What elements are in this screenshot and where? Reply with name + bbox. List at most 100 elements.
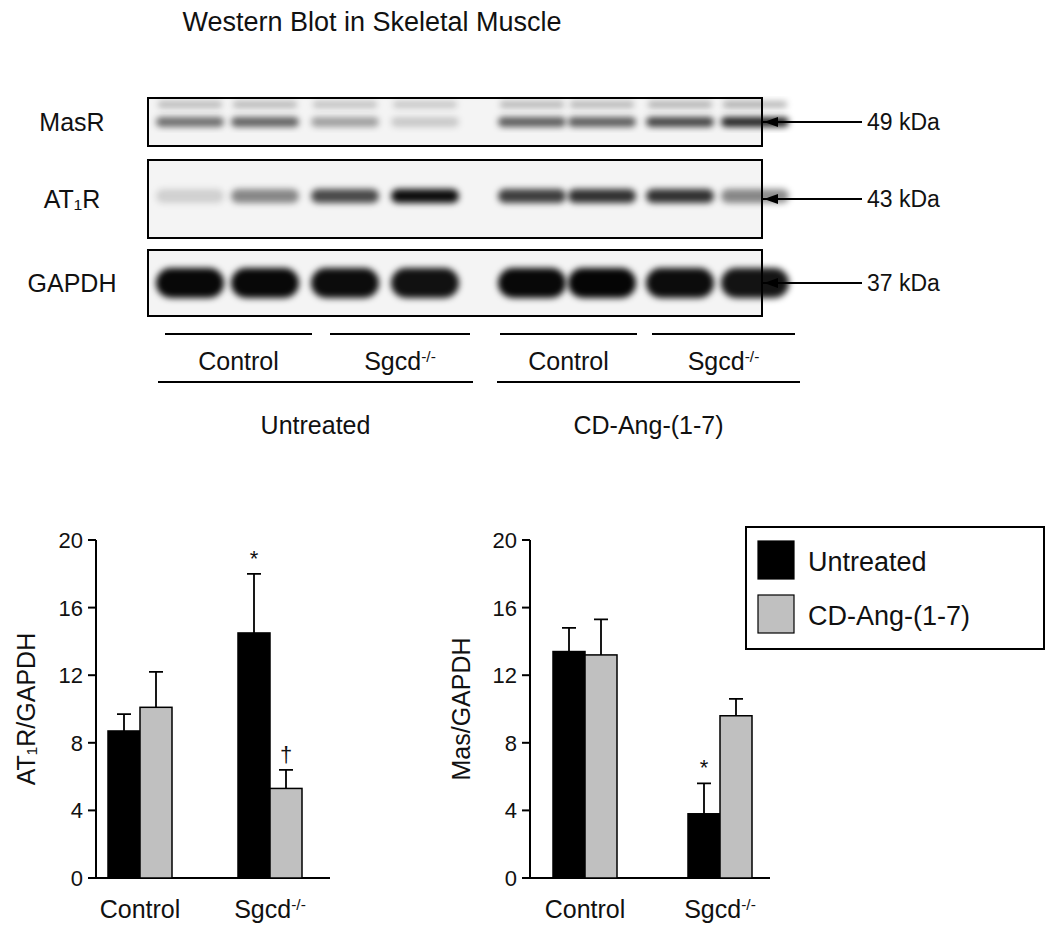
blot-band bbox=[156, 189, 224, 203]
blot-treatment-label: CD-Ang-(1-7) bbox=[573, 411, 723, 439]
y-tick-label: 16 bbox=[59, 596, 83, 621]
blot-band bbox=[156, 117, 224, 127]
error-bar bbox=[594, 619, 608, 654]
y-axis-label: Mas/GAPDH bbox=[447, 637, 475, 780]
blot-band bbox=[233, 101, 297, 108]
blot-band bbox=[568, 268, 636, 298]
x-tick-label: Sgcd-/- bbox=[684, 895, 756, 923]
significance-mark: * bbox=[700, 755, 709, 780]
blot-row-label: GAPDH bbox=[28, 269, 117, 297]
blot-band bbox=[646, 189, 714, 203]
blot-treatment-label: Untreated bbox=[261, 411, 371, 439]
error-bars bbox=[117, 574, 293, 789]
arrow-head bbox=[764, 117, 778, 127]
figure-title: Western Blot in Skeletal Muscle bbox=[182, 7, 561, 37]
blot-band bbox=[648, 101, 712, 108]
blot-band bbox=[498, 268, 566, 298]
y-tick bbox=[88, 742, 96, 744]
y-tick-label: 0 bbox=[505, 866, 517, 891]
y-tick-label: 8 bbox=[71, 731, 83, 756]
blot-band bbox=[500, 101, 564, 108]
legend-swatch bbox=[758, 595, 794, 633]
blot-row bbox=[148, 98, 789, 146]
blot-band bbox=[313, 101, 377, 108]
error-bar bbox=[117, 714, 131, 731]
blot-band bbox=[391, 268, 459, 298]
blot-group-label: Sgcd-/- bbox=[688, 347, 760, 375]
bars bbox=[553, 652, 752, 878]
y-tick-label: 4 bbox=[505, 798, 517, 823]
bar bbox=[585, 655, 617, 878]
blot-band bbox=[231, 189, 299, 203]
blot-band bbox=[723, 101, 787, 108]
bar-chart: 048121620Mas/GAPDHControlSgcd-/-* bbox=[447, 528, 770, 923]
error-bar bbox=[697, 783, 711, 813]
y-tick bbox=[88, 877, 96, 879]
y-tick-label: 12 bbox=[59, 663, 83, 688]
error-bar bbox=[562, 628, 576, 652]
blot-band bbox=[231, 117, 299, 127]
legend-label: Untreated bbox=[808, 547, 927, 577]
blot-band bbox=[646, 268, 714, 298]
blot-row bbox=[148, 250, 789, 316]
bar bbox=[688, 814, 720, 878]
error-bar bbox=[729, 699, 743, 716]
y-axis-label: AT₁R/GAPDH bbox=[12, 633, 40, 785]
y-axis bbox=[529, 540, 531, 878]
treatment-line bbox=[158, 381, 473, 383]
blot-row-label: MasR bbox=[39, 108, 104, 136]
blot-group-label: Sgcd-/- bbox=[364, 347, 436, 375]
error-bar bbox=[279, 770, 293, 789]
blot-band bbox=[568, 189, 636, 203]
blot-row-label: AT₁R bbox=[44, 185, 101, 213]
group-line bbox=[652, 333, 795, 335]
blot-band bbox=[156, 268, 224, 298]
bar bbox=[238, 633, 270, 878]
y-tick-label: 16 bbox=[493, 596, 517, 621]
y-tick bbox=[88, 809, 96, 811]
y-tick bbox=[88, 674, 96, 676]
figure: Western Blot in Skeletal MuscleMasR49 kD… bbox=[0, 0, 1050, 933]
y-tick bbox=[522, 877, 530, 879]
y-tick bbox=[522, 607, 530, 609]
blot-band bbox=[393, 101, 457, 108]
blot-band bbox=[570, 101, 634, 108]
y-tick-label: 4 bbox=[71, 798, 83, 823]
blot-band bbox=[646, 117, 714, 127]
blot-row bbox=[148, 160, 789, 238]
x-tick-label: Sgcd-/- bbox=[234, 895, 306, 923]
y-tick bbox=[88, 539, 96, 541]
y-tick bbox=[522, 809, 530, 811]
bar bbox=[140, 707, 172, 878]
blot-group-label: Control bbox=[198, 347, 279, 375]
significance-mark: * bbox=[250, 546, 259, 571]
blot-band bbox=[311, 189, 379, 203]
blot-frame bbox=[148, 98, 762, 146]
blot-band bbox=[311, 117, 379, 127]
error-bar bbox=[247, 574, 261, 633]
y-tick-label: 12 bbox=[493, 663, 517, 688]
bar bbox=[720, 716, 752, 878]
y-tick-label: 8 bbox=[505, 731, 517, 756]
legend: Untreated CD-Ang-(1-7) bbox=[746, 527, 1044, 649]
y-tick bbox=[88, 607, 96, 609]
group-line bbox=[500, 333, 637, 335]
y-tick-label: 20 bbox=[493, 528, 517, 553]
blot-band bbox=[391, 117, 459, 127]
legend-label: CD-Ang-(1-7) bbox=[808, 601, 970, 631]
group-line bbox=[330, 333, 470, 335]
y-tick bbox=[522, 674, 530, 676]
group-line bbox=[165, 333, 312, 335]
blot-size-label: 37 kDa bbox=[867, 270, 940, 296]
arrow-head bbox=[764, 278, 778, 288]
blot-group-label: Control bbox=[528, 347, 609, 375]
blot-band bbox=[391, 189, 459, 203]
y-axis bbox=[95, 540, 97, 878]
blot-frame bbox=[148, 160, 762, 238]
bar-chart: 048121620AT₁R/GAPDHControlSgcd-/-*† bbox=[12, 528, 330, 923]
error-bars bbox=[562, 619, 743, 813]
blot-band bbox=[311, 268, 379, 298]
legend-frame bbox=[746, 527, 1044, 649]
blot-size-label: 43 kDa bbox=[867, 186, 940, 212]
y-tick-label: 0 bbox=[71, 866, 83, 891]
